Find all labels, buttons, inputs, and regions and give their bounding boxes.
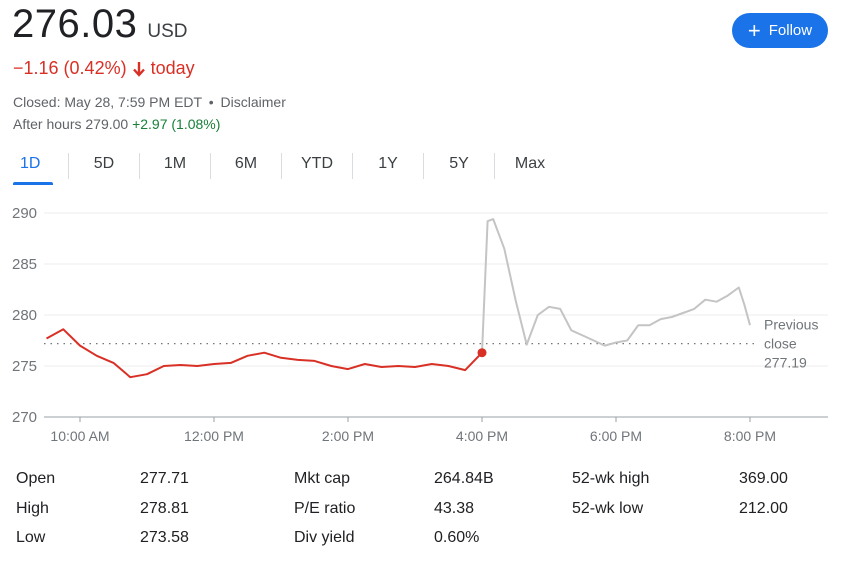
tab-max[interactable]: Max — [514, 155, 546, 172]
x-tick-label: 6:00 PM — [590, 428, 642, 444]
tab-1m[interactable]: 1M — [163, 155, 187, 172]
stat-label: 52-wk low — [572, 499, 644, 517]
y-tick-label: 275 — [12, 358, 37, 375]
tab-divider — [423, 153, 424, 179]
previous-close-label: Previous — [764, 317, 818, 333]
stat-label: Low — [16, 529, 46, 546]
tab-6m[interactable]: 6M — [234, 155, 258, 172]
arrow-down-icon — [132, 61, 145, 77]
stat-value: 43.38 — [434, 499, 475, 517]
close-point-marker — [477, 348, 487, 358]
price-change: −1.16 (0.42%) today — [13, 58, 195, 79]
price-chart[interactable]: 290 285 280 275 270 10:00 AM 12:00 PM 2:00 PM 4:… — [0, 195, 854, 455]
stat-value: 278.81 — [140, 499, 189, 517]
after-hours-price: After hours 279.00 — [13, 116, 129, 132]
tab-1d[interactable]: 1D — [13, 150, 68, 185]
price-header: 276.03 USD — [12, 2, 187, 47]
tab-divider — [68, 153, 69, 179]
y-tick-label: 280 — [12, 307, 37, 324]
plus-icon: + — [747, 17, 761, 43]
tab-5y[interactable]: 5Y — [449, 155, 469, 172]
previous-close-label: 277.19 — [764, 355, 807, 371]
stat-label: Div yield — [294, 529, 355, 546]
change-suffix: today — [150, 58, 195, 78]
separator: • — [208, 94, 214, 110]
disclaimer-link[interactable]: Disclaimer — [220, 94, 286, 110]
y-tick-label: 290 — [12, 205, 37, 222]
x-tick-label: 2:00 PM — [322, 428, 374, 444]
x-tick-label: 8:00 PM — [724, 428, 776, 444]
currency-label: USD — [147, 21, 188, 42]
after-hours-info: After hours 279.00 +2.97 (1.08%) — [13, 116, 220, 132]
follow-label: Follow — [768, 22, 813, 39]
stat-label: Mkt cap — [294, 470, 351, 487]
after-hours-line — [481, 218, 751, 353]
follow-button[interactable]: + Follow — [732, 13, 828, 48]
previous-close-label: close — [764, 336, 797, 352]
tab-divider — [139, 153, 140, 179]
y-tick-label: 285 — [12, 256, 37, 273]
after-hours-change: +2.97 (1.08%) — [132, 116, 221, 132]
stat-value: 0.60% — [434, 529, 480, 546]
regular-session-line — [46, 328, 483, 379]
closed-time: Closed: May 28, 7:59 PM EDT — [13, 94, 202, 110]
stat-value: 273.58 — [140, 529, 189, 546]
x-tick-label: 4:00 PM — [456, 428, 508, 444]
stat-value: 264.84B — [434, 470, 494, 487]
stat-value: 212.00 — [739, 499, 788, 517]
stat-value: 277.71 — [140, 470, 189, 487]
current-price: 276.03 — [12, 2, 138, 46]
stat-label: High — [16, 499, 49, 517]
stat-value: 369.00 — [739, 470, 788, 487]
stat-label: 52-wk high — [572, 470, 650, 487]
tab-divider — [494, 153, 495, 179]
change-value: −1.16 (0.42%) — [13, 58, 127, 78]
market-status: Closed: May 28, 7:59 PM EDT • Disclaimer — [13, 94, 286, 110]
tab-ytd[interactable]: YTD — [301, 155, 333, 172]
tab-divider — [281, 153, 282, 179]
x-tick-label: 12:00 PM — [184, 428, 244, 444]
tab-1y[interactable]: 1Y — [378, 155, 398, 172]
stat-label: P/E ratio — [294, 499, 356, 517]
x-tick-label: 10:00 AM — [50, 428, 109, 444]
time-range-tabs: 1D 5D 1M 6M YTD 1Y 5Y Max — [13, 150, 565, 186]
tab-5d[interactable]: 5D — [93, 155, 115, 172]
y-tick-label: 270 — [12, 409, 37, 426]
tab-divider — [210, 153, 211, 179]
stat-label: Open — [16, 470, 56, 487]
tab-divider — [352, 153, 353, 179]
